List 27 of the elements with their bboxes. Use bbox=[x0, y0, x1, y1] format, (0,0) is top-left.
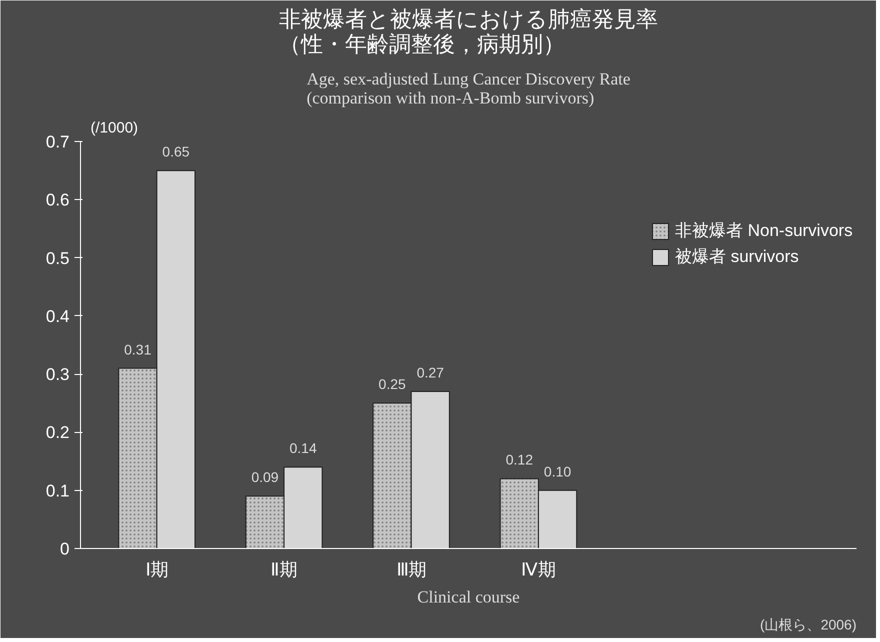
y-tick-label: 0.6 bbox=[46, 190, 70, 210]
data-label: 0.10 bbox=[544, 463, 572, 480]
y-axis-title: (/1000) bbox=[90, 120, 138, 136]
x-tick-label: Ⅳ期 bbox=[520, 560, 556, 580]
y-tick-label: 0.3 bbox=[46, 365, 70, 384]
data-label: 0.65 bbox=[162, 144, 190, 160]
data-label: 0.12 bbox=[506, 452, 534, 468]
x-tick-label: Ⅰ期 bbox=[145, 560, 168, 580]
y-tick-label: 0 bbox=[60, 540, 70, 558]
data-label: 0.14 bbox=[290, 440, 317, 456]
data-label: 0.09 bbox=[251, 469, 279, 486]
x-tick-label: Ⅱ期 bbox=[270, 560, 298, 580]
data-label: 0.25 bbox=[378, 376, 406, 392]
legend-label: 非被爆者 Non-survivors bbox=[675, 220, 853, 242]
y-tick-label: 0.2 bbox=[46, 423, 70, 442]
y-tick-label: 0.5 bbox=[46, 248, 70, 268]
x-axis-title: Clinical course bbox=[417, 588, 520, 606]
chart-title: 非被爆者と被爆者における肺癌発見率（性・年齢調整後，病期別） bbox=[279, 8, 658, 58]
data-label: 0.27 bbox=[416, 364, 444, 381]
y-tick-label: 0.4 bbox=[46, 306, 70, 326]
data-label: 0.31 bbox=[124, 341, 152, 358]
legend-label: 被爆者 survivors bbox=[675, 246, 799, 268]
y-tick-label: 0.7 bbox=[46, 132, 70, 152]
x-tick-label: Ⅲ期 bbox=[396, 560, 426, 580]
text: (山根ら、2006) bbox=[760, 616, 856, 632]
chart-subtitle: Age, sex-adjusted Lung Cancer Discovery Rate (comparison with non-A-Bomb survivors) bbox=[306, 70, 630, 108]
y-tick-label: 0.1 bbox=[46, 481, 70, 500]
